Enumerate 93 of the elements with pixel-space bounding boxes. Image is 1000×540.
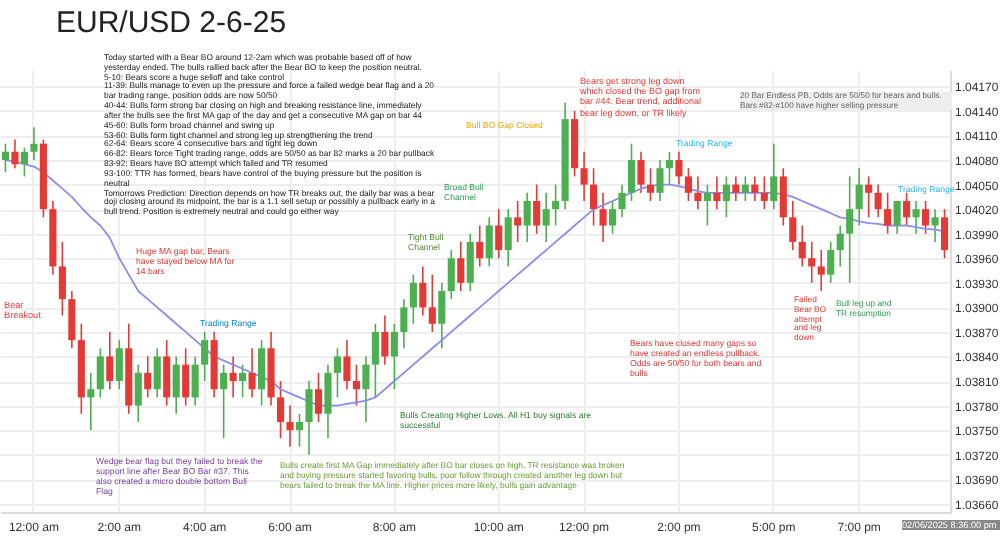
- candlestick: [324, 363, 332, 440]
- candlestick: [789, 200, 797, 251]
- candlestick: [30, 126, 38, 161]
- candlestick: [96, 347, 104, 399]
- candlestick: [438, 282, 446, 350]
- candlestick: [115, 339, 123, 391]
- candlestick: [770, 142, 778, 210]
- candlestick: [741, 175, 749, 202]
- candlestick: [476, 224, 484, 268]
- candlestick: [940, 208, 949, 260]
- candlestick: [533, 183, 541, 235]
- candlestick: [514, 200, 522, 243]
- candlestick: [400, 298, 408, 350]
- candlestick: [903, 191, 911, 227]
- candlestick: [258, 339, 266, 407]
- candlestick: [163, 339, 171, 407]
- candlestick: [87, 372, 95, 431]
- candlestick: [542, 191, 550, 243]
- candlestick: [694, 175, 702, 210]
- candlestick: [922, 200, 930, 235]
- candlestick: [409, 273, 417, 325]
- candlestick: [239, 363, 247, 399]
- candlestick: [637, 151, 645, 194]
- candlestick: [58, 241, 66, 317]
- candlestick: [827, 241, 835, 284]
- candlestick: [333, 347, 342, 399]
- candlestick: [722, 175, 730, 219]
- candlestick: [428, 273, 436, 333]
- candlestick: [191, 355, 199, 407]
- candlestick: [447, 249, 455, 300]
- candlestick: [646, 167, 655, 202]
- candlestick: [362, 355, 370, 423]
- chart-title: EUR/USD 2-6-25: [56, 6, 287, 40]
- candlestick: [153, 347, 161, 399]
- candlestick: [884, 191, 892, 235]
- candlestick: [656, 159, 664, 202]
- candlestick: [248, 347, 256, 399]
- candlestick: [874, 183, 882, 219]
- candlestick: [912, 200, 920, 235]
- candlestick: [552, 183, 560, 227]
- candlestick: [229, 355, 237, 399]
- candlestick: [684, 167, 692, 202]
- candlestick: [732, 175, 740, 202]
- candlestick: [1, 142, 10, 174]
- candlestick: [817, 249, 825, 292]
- candlestick: [106, 331, 114, 391]
- candlestick: [352, 363, 360, 407]
- candlestick: [305, 380, 313, 456]
- candlestick: [220, 363, 228, 440]
- candlestick: [172, 355, 180, 415]
- candlestick: [580, 151, 588, 202]
- candlestick: [134, 363, 142, 423]
- candlestick: [182, 347, 190, 407]
- candlestick: [485, 216, 493, 268]
- candlestick: [590, 167, 598, 227]
- candlestick: [893, 200, 901, 235]
- candlestick: [495, 208, 503, 260]
- candlestick: [618, 183, 626, 219]
- candlestick: [665, 151, 674, 186]
- candlestick: [713, 175, 721, 210]
- candlestick: [627, 142, 636, 202]
- candlestick: [703, 183, 711, 227]
- candlestick: [760, 175, 768, 210]
- candlestick: [865, 175, 873, 219]
- candlestick: [779, 167, 787, 227]
- candlestick: [144, 355, 152, 399]
- candlestick: [68, 290, 76, 350]
- candlestick: [295, 412, 304, 448]
- candlestick: [11, 138, 19, 170]
- candlestick: [675, 151, 683, 186]
- candlestick: [798, 224, 806, 268]
- candlestick: [836, 224, 844, 268]
- candlestick: [371, 322, 379, 399]
- candlestick: [343, 339, 351, 391]
- candlestick: [466, 232, 474, 292]
- candlestick: [276, 380, 285, 440]
- candlestick: [201, 331, 209, 382]
- candlestick: [808, 241, 816, 284]
- candlestick: [855, 167, 863, 227]
- candlestick: [381, 314, 389, 366]
- candlestick: [931, 208, 939, 243]
- candlestick: [523, 191, 531, 243]
- candlestick: [608, 200, 617, 235]
- candlestick: [504, 208, 512, 268]
- candlestick: [751, 175, 759, 202]
- candlestick: [419, 265, 427, 317]
- candlestick: [314, 372, 323, 423]
- candlestick: [599, 191, 607, 243]
- candlestick: [20, 146, 28, 178]
- candlestick: [457, 241, 465, 292]
- candlestick: [390, 322, 398, 391]
- candlestick: [846, 175, 854, 284]
- candlestick: [286, 404, 294, 448]
